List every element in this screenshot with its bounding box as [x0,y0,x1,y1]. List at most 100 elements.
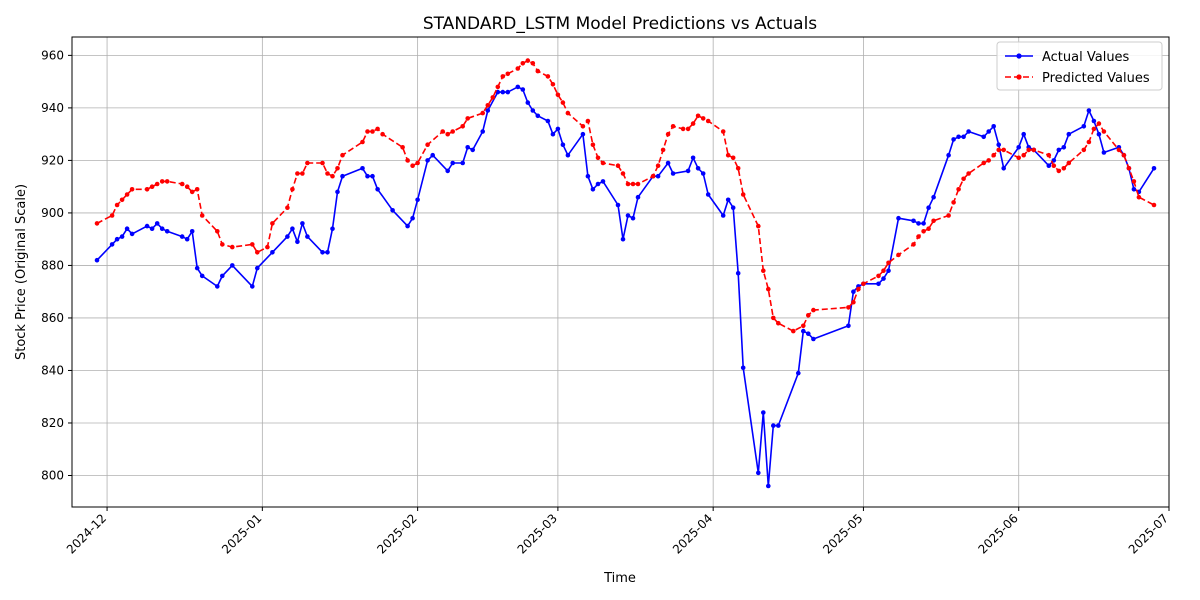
data-point [114,236,120,242]
data-point [756,470,761,476]
y-tick-label: 860 [41,311,64,325]
data-point [405,158,410,163]
data-point [585,173,591,179]
data-point [851,289,856,295]
data-point [199,213,205,218]
data-point [665,160,671,166]
y-axis: 800 820 840 860 880 900 920 940 960 [41,48,72,482]
data-point [1096,121,1102,126]
data-point [846,305,851,310]
data-point [846,323,851,329]
data-point [1151,202,1157,208]
data-point [184,184,190,189]
data-point [740,365,746,371]
data-point [776,320,781,326]
data-point [670,171,676,176]
data-point [695,166,701,171]
data-point [330,173,335,179]
data-point [129,187,135,192]
data-point [761,268,766,274]
data-point [771,423,776,428]
data-point [806,331,811,337]
data-point [896,252,901,258]
data-point [530,61,536,66]
data-point [921,229,926,234]
data-point [1061,145,1067,150]
data-point [615,202,621,208]
data-point [1051,163,1057,168]
data-point [1046,163,1052,168]
data-point [375,126,380,132]
data-point [164,229,170,234]
data-point [360,139,365,145]
chart-title: STANDARD_LSTM Model Predictions vs Actua… [423,14,817,34]
data-point [199,273,205,279]
data-point [254,265,260,271]
series-layer [94,58,1157,489]
data-point [335,189,340,195]
data-point [445,168,451,174]
data-point [520,87,526,92]
data-point [505,89,511,95]
data-point [285,234,290,239]
legend-predicted-marker [1016,74,1022,80]
data-point [1026,147,1031,153]
data-point [189,229,195,234]
data-point [300,221,305,226]
data-point [1116,147,1122,153]
series-predicted [94,58,1157,334]
data-point [730,205,736,210]
y-tick-label: 820 [41,416,64,430]
data-point [270,250,275,255]
data-point [215,284,220,289]
data-point [725,197,731,203]
data-point [480,129,486,134]
data-point [460,160,466,166]
data-point [791,328,796,334]
y-tick-label: 920 [41,153,64,167]
data-point [460,124,466,129]
data-point [951,137,956,142]
data-point [189,189,195,195]
data-point [625,213,631,218]
data-point [535,68,541,74]
data-point [410,163,415,168]
data-point [485,103,491,108]
data-point [179,234,185,239]
data-point [680,126,686,132]
data-point [114,202,120,208]
data-point [305,160,310,166]
data-point [285,205,290,210]
data-point [465,116,471,121]
data-point [1056,168,1062,174]
series-line [96,59,1155,332]
data-point [325,171,330,176]
data-point [184,236,190,242]
y-tick-label: 940 [41,101,64,115]
data-point [390,208,395,213]
data-point [490,95,496,100]
data-point [250,284,255,289]
data-point [545,74,551,79]
data-point [876,273,881,279]
data-point [215,229,220,234]
data-point [776,423,781,428]
data-point [515,66,521,71]
data-point [1081,124,1087,129]
data-point [154,181,160,187]
grid-lines [72,37,1170,507]
data-point [250,242,255,247]
data-point [405,223,410,229]
data-point [555,92,561,98]
data-point [320,250,325,255]
data-point [1131,179,1137,184]
legend-actual-label: Actual Values [1042,50,1130,65]
data-point [685,126,691,132]
data-point [580,124,586,129]
data-point [806,313,811,318]
data-point [1056,147,1062,153]
data-point [595,155,601,161]
data-point [1131,187,1137,192]
data-point [565,152,571,158]
data-point [220,242,225,247]
